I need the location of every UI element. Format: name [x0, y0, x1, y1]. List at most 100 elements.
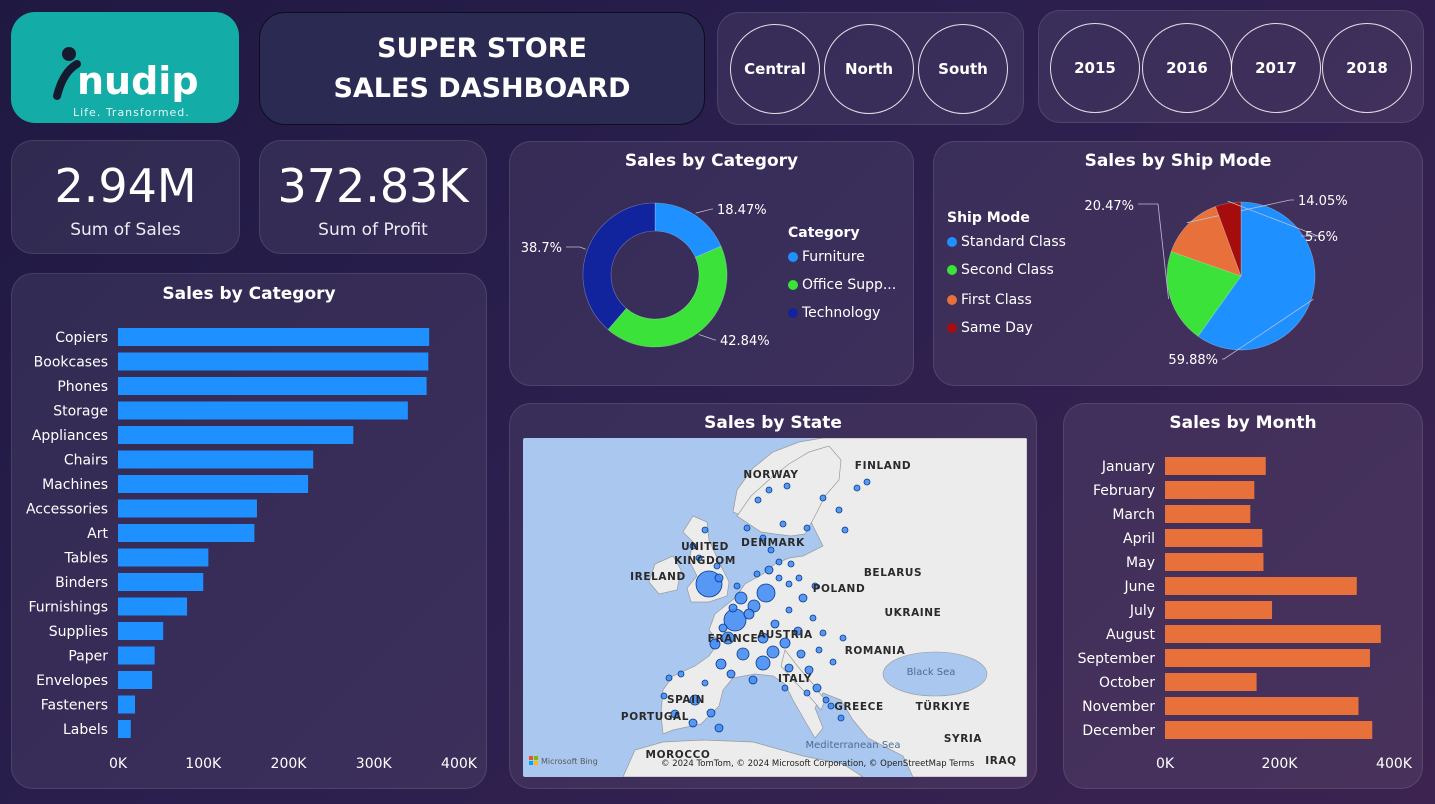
map-bubble[interactable]: [781, 684, 789, 692]
sales-map[interactable]: NORWAY FINLAND UNITED KINGDOM DENMARK IRELAND…: [523, 438, 1027, 777]
map-bubble[interactable]: [701, 526, 709, 534]
region-button-south[interactable]: South: [918, 24, 1008, 114]
bar[interactable]: [1165, 457, 1266, 475]
map-bubble[interactable]: [765, 486, 773, 494]
map-bubble[interactable]: [812, 683, 822, 693]
map-bubble[interactable]: [853, 484, 861, 492]
bar[interactable]: [118, 499, 257, 518]
bar[interactable]: [118, 401, 408, 420]
map-bubble[interactable]: [779, 637, 791, 649]
map-bubble[interactable]: [689, 542, 697, 550]
year-button-2016[interactable]: 2016: [1142, 23, 1232, 113]
shipmode-legend-sameday[interactable]: Same Day: [947, 320, 1033, 336]
map-bubble[interactable]: [803, 689, 811, 697]
pie-slice[interactable]: [1170, 206, 1242, 277]
map-bubble[interactable]: [798, 593, 808, 603]
map-bubble[interactable]: [757, 632, 769, 644]
shipmode-legend-standard[interactable]: Standard Class: [947, 234, 1066, 250]
bar[interactable]: [118, 695, 136, 714]
map-bubble[interactable]: [706, 708, 716, 718]
map-bubble[interactable]: [767, 546, 775, 554]
map-bubble[interactable]: [688, 718, 698, 728]
map-bubble[interactable]: [770, 619, 780, 629]
bar[interactable]: [118, 352, 429, 371]
map-bubble[interactable]: [835, 506, 843, 514]
map-bubble[interactable]: [783, 482, 791, 490]
map-bubble[interactable]: [714, 573, 724, 583]
bar[interactable]: [118, 720, 131, 738]
map-bubble[interactable]: [787, 560, 795, 568]
bar[interactable]: [1165, 529, 1263, 547]
map-bubble[interactable]: [753, 570, 761, 578]
map-bubble[interactable]: [714, 723, 724, 733]
bar[interactable]: [1165, 697, 1359, 715]
map-bubble[interactable]: [839, 634, 847, 642]
bar[interactable]: [1165, 649, 1370, 667]
pie-slice[interactable]: [654, 202, 722, 258]
map-bubble[interactable]: [766, 645, 780, 659]
category-legend-furniture[interactable]: Furniture: [788, 249, 865, 265]
map-bubble[interactable]: [811, 582, 819, 590]
map-bubble[interactable]: [837, 714, 845, 722]
map-bubble[interactable]: [709, 638, 721, 650]
map-bubble[interactable]: [677, 670, 685, 678]
map-bubble[interactable]: [736, 647, 750, 661]
map-bubble[interactable]: [827, 702, 835, 710]
bar[interactable]: [1165, 673, 1257, 691]
map-bubble[interactable]: [670, 709, 680, 719]
map-bubble[interactable]: [756, 583, 776, 603]
map-bubble[interactable]: [779, 520, 787, 528]
map-bubble[interactable]: [660, 692, 668, 700]
map-bubble[interactable]: [863, 478, 871, 486]
map-bubble[interactable]: [803, 524, 811, 532]
category-legend-office-supplies[interactable]: Office Supp...: [788, 277, 896, 293]
map-bubble[interactable]: [785, 580, 793, 588]
map-bubble[interactable]: [841, 526, 849, 534]
bar[interactable]: [118, 426, 354, 444]
map-bubble[interactable]: [721, 631, 735, 645]
pie-slice[interactable]: [582, 202, 656, 331]
map-bubble[interactable]: [743, 524, 751, 532]
map-bubble[interactable]: [755, 655, 771, 671]
shipmode-legend-first[interactable]: First Class: [947, 292, 1032, 308]
map-bubble[interactable]: [819, 629, 827, 637]
bar[interactable]: [118, 597, 188, 616]
bar[interactable]: [118, 328, 430, 346]
pie-slice[interactable]: [1166, 251, 1242, 337]
map-bubble[interactable]: [754, 496, 762, 504]
map-bubble[interactable]: [733, 582, 741, 590]
bar[interactable]: [118, 450, 314, 469]
bar[interactable]: [118, 524, 255, 542]
map-bubble[interactable]: [793, 626, 803, 636]
map-bubble[interactable]: [819, 494, 827, 502]
bar[interactable]: [118, 548, 209, 567]
year-button-2018[interactable]: 2018: [1322, 23, 1412, 113]
map-bubble[interactable]: [728, 603, 738, 613]
bar[interactable]: [1165, 553, 1264, 571]
category-legend-technology[interactable]: Technology: [788, 305, 880, 321]
map-bubble[interactable]: [796, 649, 806, 659]
map-bubble[interactable]: [759, 534, 767, 542]
map-bubble[interactable]: [715, 658, 727, 670]
bar[interactable]: [1165, 601, 1273, 619]
year-button-2017[interactable]: 2017: [1231, 23, 1321, 113]
bar[interactable]: [118, 646, 155, 665]
map-bubble[interactable]: [689, 694, 701, 706]
bar[interactable]: [1165, 505, 1251, 523]
map-bubble[interactable]: [829, 658, 837, 666]
map-bubble[interactable]: [726, 669, 736, 679]
map-bubble[interactable]: [764, 565, 774, 575]
bar[interactable]: [1165, 577, 1357, 595]
region-button-central[interactable]: Central: [730, 24, 820, 114]
pie-slice[interactable]: [1197, 201, 1316, 351]
bar[interactable]: [118, 622, 164, 640]
bar[interactable]: [1165, 481, 1255, 499]
bar[interactable]: [118, 573, 204, 591]
map-bubble[interactable]: [695, 554, 703, 562]
map-bubble[interactable]: [713, 562, 721, 570]
map-bubble[interactable]: [785, 606, 793, 614]
bar[interactable]: [1165, 625, 1381, 643]
year-button-2015[interactable]: 2015: [1050, 23, 1140, 113]
map-bubble[interactable]: [775, 574, 783, 582]
map-bubble[interactable]: [822, 696, 830, 704]
